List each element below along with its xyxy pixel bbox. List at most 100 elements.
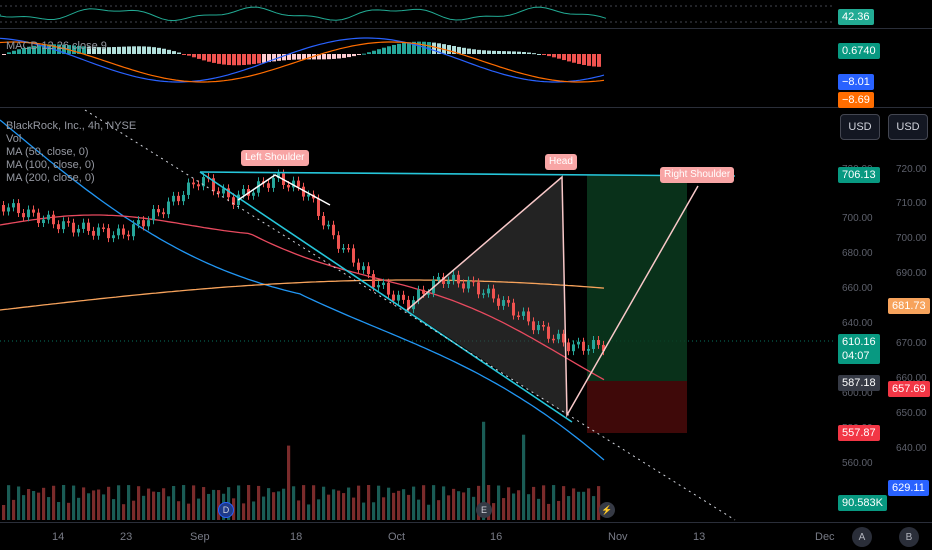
legend-vol[interactable]: Vol [6, 133, 22, 145]
earnings-marker-icon[interactable]: E [476, 502, 492, 518]
macd-histogram-bar [307, 54, 311, 60]
volume-bar [257, 485, 261, 520]
log-scale-button[interactable]: B [899, 527, 919, 547]
volume-bar [47, 497, 51, 520]
macd-histogram-bar [572, 54, 576, 63]
candle-body [477, 282, 480, 295]
candle-body [572, 344, 575, 352]
macd-histogram-bar [62, 44, 66, 54]
macd-histogram-bar [267, 54, 271, 63]
dividend-marker-icon[interactable]: D [218, 502, 234, 518]
macd-histogram-bar [427, 42, 431, 54]
candle-body [452, 274, 455, 281]
volume-bar [152, 491, 156, 520]
macd-histogram-bar [87, 46, 91, 54]
pane-separator[interactable] [0, 107, 932, 108]
candle-body [517, 315, 520, 317]
candle-body [192, 182, 195, 185]
volume-bar [107, 486, 111, 520]
volume-bar [12, 499, 16, 520]
time-axis-tick: 18 [290, 531, 303, 543]
currency-button-left[interactable]: USD [840, 114, 880, 140]
left-shoulder-lines [237, 174, 331, 206]
macd-histogram-bar [72, 45, 76, 54]
macd-histogram-bar [557, 54, 561, 59]
pane-separator[interactable] [0, 522, 932, 523]
candle-body [92, 230, 95, 236]
candle-body [362, 266, 365, 270]
volume-bar [307, 504, 311, 520]
volume-bar [572, 488, 576, 520]
volume-bar [537, 498, 541, 520]
macd-histogram-bar [502, 51, 506, 54]
volume-bar [272, 492, 276, 520]
candle-body [127, 234, 130, 237]
candle-body [142, 220, 145, 227]
candle-body [567, 342, 570, 352]
volume-bar [42, 487, 46, 520]
legend-ma50[interactable]: MA (50, close, 0) [6, 146, 89, 158]
candle-body [97, 227, 100, 236]
macd-histogram-bar [342, 54, 346, 58]
stop-zone [587, 381, 687, 433]
left-axis-tick: 680.00 [842, 248, 873, 259]
left-shoulder-label[interactable]: Left Shoulder [241, 150, 309, 166]
macd-histogram-bar [532, 53, 536, 55]
auto-scale-button[interactable]: A [852, 527, 872, 547]
candle-body [417, 289, 420, 301]
head-label[interactable]: Head [545, 154, 577, 170]
legend-ma200[interactable]: MA (200, close, 0) [6, 172, 95, 184]
candle-body [147, 220, 150, 227]
right-axis-tick: 640.00 [896, 443, 927, 454]
stop-level-badge: 587.18 [838, 375, 880, 391]
macd-histogram-bar [22, 47, 26, 54]
candle-body [167, 201, 170, 215]
candle-body [522, 311, 525, 316]
left-axis-tick: 640.00 [842, 318, 873, 329]
volume-bar [372, 502, 376, 520]
macd-legend[interactable]: MACD 12 26 close 9 [6, 40, 107, 52]
right-axis-tick: 690.00 [896, 268, 927, 279]
macd-histogram-bar [377, 49, 381, 54]
candle-body [122, 228, 125, 235]
volume-bar [282, 488, 286, 520]
rsi-value-badge: 42.36 [838, 9, 874, 25]
legend-symbol[interactable]: BlackRock, Inc., 4h, NYSE [6, 120, 137, 132]
candle-body [17, 203, 20, 214]
macd-histogram-bar [257, 54, 261, 64]
volume-bar [77, 497, 81, 520]
macd-histogram-bar [112, 47, 116, 54]
volume-bar [442, 486, 446, 520]
legend-ma100[interactable]: MA (100, close, 0) [6, 159, 95, 171]
candle-body [322, 215, 325, 226]
macd-histogram-bar [392, 44, 396, 54]
lightning-icon[interactable]: ⚡ [599, 502, 615, 518]
macd-histogram-bar [352, 54, 356, 57]
macd-histogram-bar [17, 49, 21, 54]
volume-bar [492, 503, 496, 520]
pane-separator[interactable] [0, 28, 932, 29]
currency-button-right[interactable]: USD [888, 114, 928, 140]
volume-bar [412, 486, 416, 520]
candle-body [532, 321, 535, 331]
volume-bar [92, 490, 96, 520]
candle-body [482, 293, 485, 295]
volume-bar [382, 497, 386, 520]
main-legend[interactable]: BlackRock, Inc., 4h, NYSE Vol MA (50, cl… [6, 120, 136, 185]
volume-bar [387, 487, 391, 520]
right-shoulder-label[interactable]: Right Shoulder [660, 167, 735, 183]
macd-histogram-bar [42, 44, 46, 54]
volume-bar [72, 485, 76, 520]
candle-body [462, 283, 465, 289]
candle-body [497, 298, 500, 306]
volume-bar [397, 490, 401, 520]
macd-histogram-bar [7, 52, 11, 54]
candle-body [52, 214, 55, 225]
volume-bar [567, 496, 571, 520]
candle-body [7, 207, 10, 212]
macd-histogram-bar [477, 49, 481, 54]
candle-body [502, 300, 505, 306]
candle-body [187, 182, 190, 195]
macd-histogram-bar [32, 45, 36, 54]
